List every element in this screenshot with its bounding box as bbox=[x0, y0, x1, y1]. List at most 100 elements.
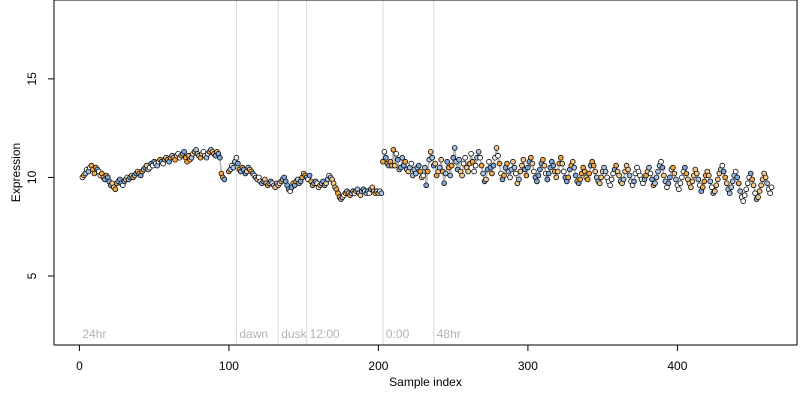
data-point bbox=[625, 166, 631, 173]
data-point bbox=[444, 158, 451, 165]
data-point bbox=[394, 156, 401, 163]
x-axis-title: Sample index bbox=[389, 375, 462, 389]
data-point bbox=[631, 178, 637, 185]
data-point bbox=[581, 168, 588, 175]
data-point bbox=[417, 168, 424, 175]
data-point bbox=[448, 162, 455, 169]
data-point bbox=[584, 176, 591, 183]
data-point bbox=[415, 162, 422, 169]
data-point bbox=[673, 176, 679, 183]
data-point bbox=[513, 170, 519, 177]
data-point bbox=[420, 172, 427, 179]
data-point bbox=[677, 180, 684, 187]
data-point bbox=[390, 147, 397, 153]
data-point bbox=[471, 168, 477, 175]
data-point bbox=[493, 145, 500, 151]
data-point bbox=[450, 154, 457, 161]
data-point bbox=[726, 190, 733, 197]
data-point bbox=[670, 164, 676, 171]
data-point bbox=[764, 180, 770, 187]
data-point bbox=[424, 168, 431, 175]
period-label: dusk bbox=[281, 327, 307, 341]
data-point bbox=[768, 184, 775, 191]
data-point bbox=[553, 174, 560, 181]
data-point bbox=[620, 176, 627, 183]
data-point bbox=[490, 162, 497, 169]
data-point bbox=[501, 172, 507, 179]
data-point bbox=[541, 162, 548, 169]
data-point bbox=[462, 154, 468, 161]
data-point bbox=[537, 166, 543, 173]
data-point bbox=[483, 176, 489, 183]
data-point bbox=[230, 164, 237, 171]
data-point bbox=[676, 186, 682, 193]
data-point bbox=[507, 174, 513, 181]
x-axis: 0 100 200 300 400 bbox=[76, 344, 688, 373]
y-tick-label: 10 bbox=[25, 170, 39, 184]
data-point bbox=[577, 176, 583, 183]
data-point bbox=[653, 174, 660, 181]
data-point bbox=[441, 180, 448, 187]
period-label: 48hr bbox=[437, 327, 461, 341]
data-point bbox=[735, 180, 742, 187]
data-point bbox=[762, 174, 769, 181]
data-point bbox=[655, 168, 661, 175]
data-point bbox=[399, 154, 406, 161]
data-point bbox=[529, 160, 536, 167]
data-point bbox=[504, 160, 510, 167]
data-point bbox=[723, 180, 730, 187]
data-point bbox=[608, 176, 615, 183]
data-point bbox=[649, 176, 655, 183]
data-point bbox=[554, 168, 561, 175]
data-point bbox=[112, 186, 119, 193]
data-point bbox=[460, 160, 467, 167]
data-point bbox=[447, 172, 454, 179]
data-point bbox=[459, 172, 465, 179]
data-point bbox=[705, 172, 712, 179]
data-point bbox=[451, 145, 458, 151]
data-point bbox=[91, 170, 98, 177]
data-point bbox=[592, 168, 598, 175]
x-tick-label: 200 bbox=[368, 359, 388, 373]
data-point bbox=[545, 170, 552, 177]
data-point bbox=[480, 170, 486, 177]
data-point bbox=[528, 154, 534, 161]
data-point bbox=[181, 149, 187, 155]
data-point bbox=[408, 160, 415, 167]
data-point bbox=[235, 160, 241, 167]
data-point bbox=[525, 164, 531, 171]
data-point bbox=[750, 182, 757, 189]
data-point bbox=[719, 162, 726, 169]
data-point bbox=[517, 168, 524, 175]
data-point bbox=[465, 168, 471, 175]
data-point bbox=[596, 180, 603, 187]
data-point bbox=[534, 178, 540, 185]
data-point bbox=[233, 154, 240, 161]
data-point bbox=[767, 190, 773, 197]
data-point bbox=[722, 174, 728, 181]
data-point bbox=[720, 168, 727, 175]
data-point bbox=[695, 176, 702, 183]
data-point bbox=[520, 156, 527, 163]
data-point bbox=[647, 170, 654, 177]
data-point bbox=[744, 180, 751, 187]
data-point bbox=[540, 156, 546, 163]
period-label: 0:00 bbox=[386, 327, 410, 341]
data-point bbox=[516, 176, 522, 183]
data-point bbox=[658, 158, 664, 165]
data-point bbox=[701, 178, 708, 185]
data-point bbox=[475, 149, 482, 155]
x-tick-label: 300 bbox=[518, 359, 538, 373]
y-axis: 5 10 15 bbox=[25, 72, 55, 279]
data-point bbox=[486, 158, 492, 165]
data-point bbox=[607, 182, 613, 189]
data-point bbox=[436, 164, 443, 171]
data-point bbox=[402, 158, 409, 165]
data-point bbox=[598, 174, 604, 181]
data-point bbox=[535, 172, 542, 179]
data-point bbox=[572, 172, 579, 179]
data-point bbox=[708, 184, 715, 191]
data-point bbox=[217, 154, 223, 161]
data-point bbox=[456, 156, 462, 163]
data-point bbox=[519, 162, 525, 169]
